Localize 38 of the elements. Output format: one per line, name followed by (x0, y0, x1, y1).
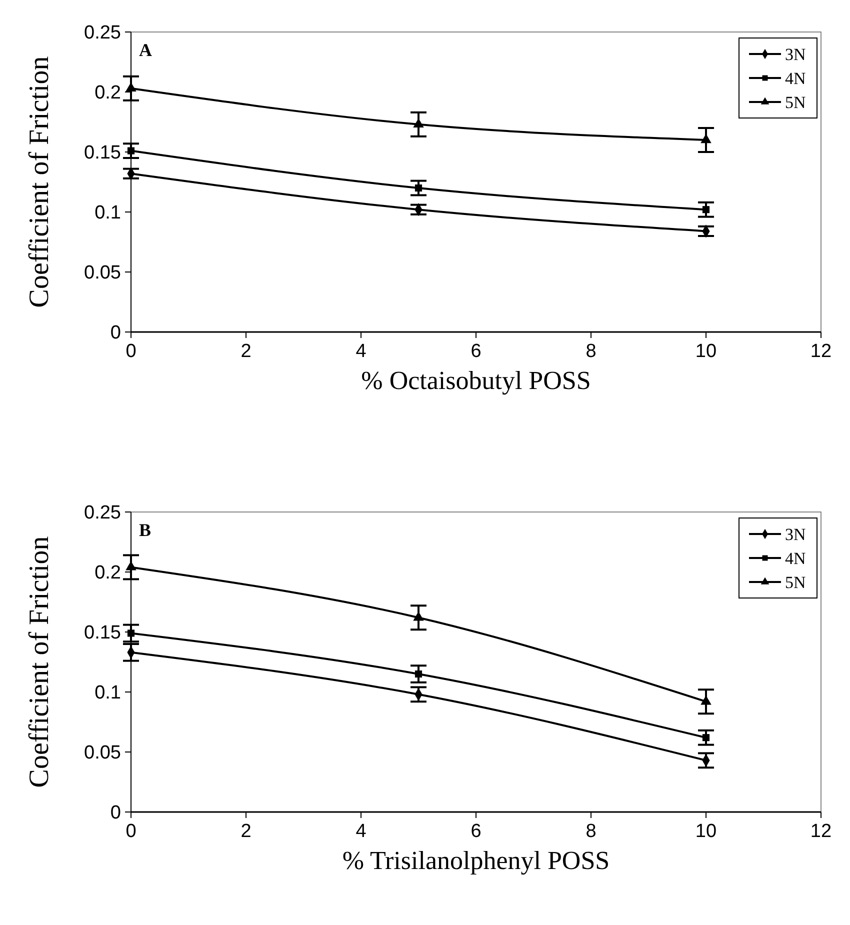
x-tick-label: 10 (695, 341, 717, 362)
y-tick-label: 0.2 (94, 82, 121, 104)
x-tick-label: 6 (470, 341, 482, 362)
y-tick-label: 0.05 (84, 262, 121, 284)
legend-label: 5N (785, 92, 806, 112)
y-tick-label: 0.1 (94, 682, 121, 704)
y-tick-label: 0.25 (84, 502, 121, 524)
x-tick-label: 12 (810, 341, 832, 362)
legend-label: 5N (785, 572, 806, 592)
annotation: B (139, 520, 152, 540)
x-tick-label: 0 (126, 821, 136, 842)
x-tick-label: 4 (356, 821, 367, 842)
x-tick-label: 6 (470, 821, 482, 842)
y-tick-label: 0.15 (84, 622, 121, 644)
y-tick-label: 0.2 (94, 562, 121, 584)
y-tick-label: 0.25 (84, 22, 121, 44)
x-tick-label: 2 (240, 341, 252, 362)
legend-label: 3N (785, 524, 806, 544)
x-axis-title: % Octaisobutyl POSS (361, 366, 591, 395)
legend-label: 4N (785, 68, 806, 88)
x-tick-label: 0 (126, 341, 136, 362)
x-tick-label: 10 (695, 821, 717, 842)
y-tick-label: 0.1 (94, 202, 121, 224)
y-axis-title: Coefficient of Friction (24, 56, 55, 308)
y-tick-label: 0.15 (84, 142, 121, 164)
y-axis-title: Coefficient of Friction (24, 536, 55, 788)
legend-label: 3N (785, 44, 806, 64)
annotation: A (139, 40, 152, 60)
x-tick-label: 8 (586, 341, 596, 362)
y-tick-label: 0 (110, 802, 121, 824)
x-axis-title: % Trisilanolphenyl POSS (342, 846, 610, 875)
x-tick-label: 2 (240, 821, 252, 842)
x-tick-label: 4 (356, 341, 367, 362)
y-tick-label: 0 (110, 322, 121, 344)
legend-label: 4N (785, 548, 806, 568)
x-tick-label: 8 (586, 821, 596, 842)
y-tick-label: 0.05 (84, 742, 121, 764)
x-tick-label: 12 (810, 821, 832, 842)
